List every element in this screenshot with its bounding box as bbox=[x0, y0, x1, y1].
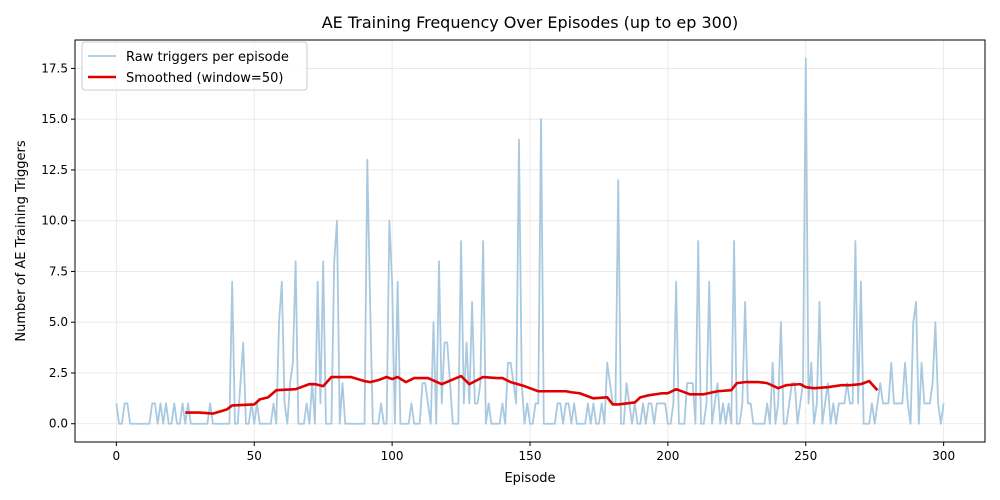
y-tick-label: 7.5 bbox=[49, 264, 68, 278]
x-tick-label: 250 bbox=[794, 449, 817, 463]
y-tick-label: 2.5 bbox=[49, 366, 68, 380]
raw-triggers-line bbox=[115, 57, 945, 425]
y-axis-label: Number of AE Training Triggers bbox=[14, 140, 29, 342]
y-tick-label: 12.5 bbox=[41, 163, 68, 177]
x-tick-label: 0 bbox=[113, 449, 121, 463]
y-tick-label: 17.5 bbox=[41, 61, 68, 75]
x-tick-label: 50 bbox=[247, 449, 262, 463]
smoothed-line bbox=[185, 374, 879, 415]
chart-title: AE Training Frequency Over Episodes (up … bbox=[322, 13, 739, 32]
y-tick-label: 0.0 bbox=[49, 417, 68, 431]
x-axis-label: Episode bbox=[504, 471, 555, 486]
x-axis-ticks: 0 50 100 150 200 250 300 bbox=[113, 442, 955, 463]
x-tick-label: 100 bbox=[381, 449, 404, 463]
legend: Raw triggers per episode Smoothed (windo… bbox=[81, 41, 308, 91]
x-tick-label: 300 bbox=[932, 449, 955, 463]
legend-label-smoothed: Smoothed (window=50) bbox=[126, 71, 283, 86]
x-tick-label: 200 bbox=[656, 449, 679, 463]
legend-label-raw: Raw triggers per episode bbox=[126, 50, 289, 65]
y-tick-label: 5.0 bbox=[49, 315, 68, 329]
y-tick-label: 10.0 bbox=[41, 214, 68, 228]
x-tick-label: 150 bbox=[519, 449, 542, 463]
legend-box bbox=[81, 41, 308, 91]
y-tick-label: 15.0 bbox=[41, 112, 68, 126]
y-axis-ticks: 0.0 2.5 5.0 7.5 10.0 12.5 15.0 17.5 bbox=[41, 61, 75, 431]
series-layer bbox=[115, 57, 945, 425]
